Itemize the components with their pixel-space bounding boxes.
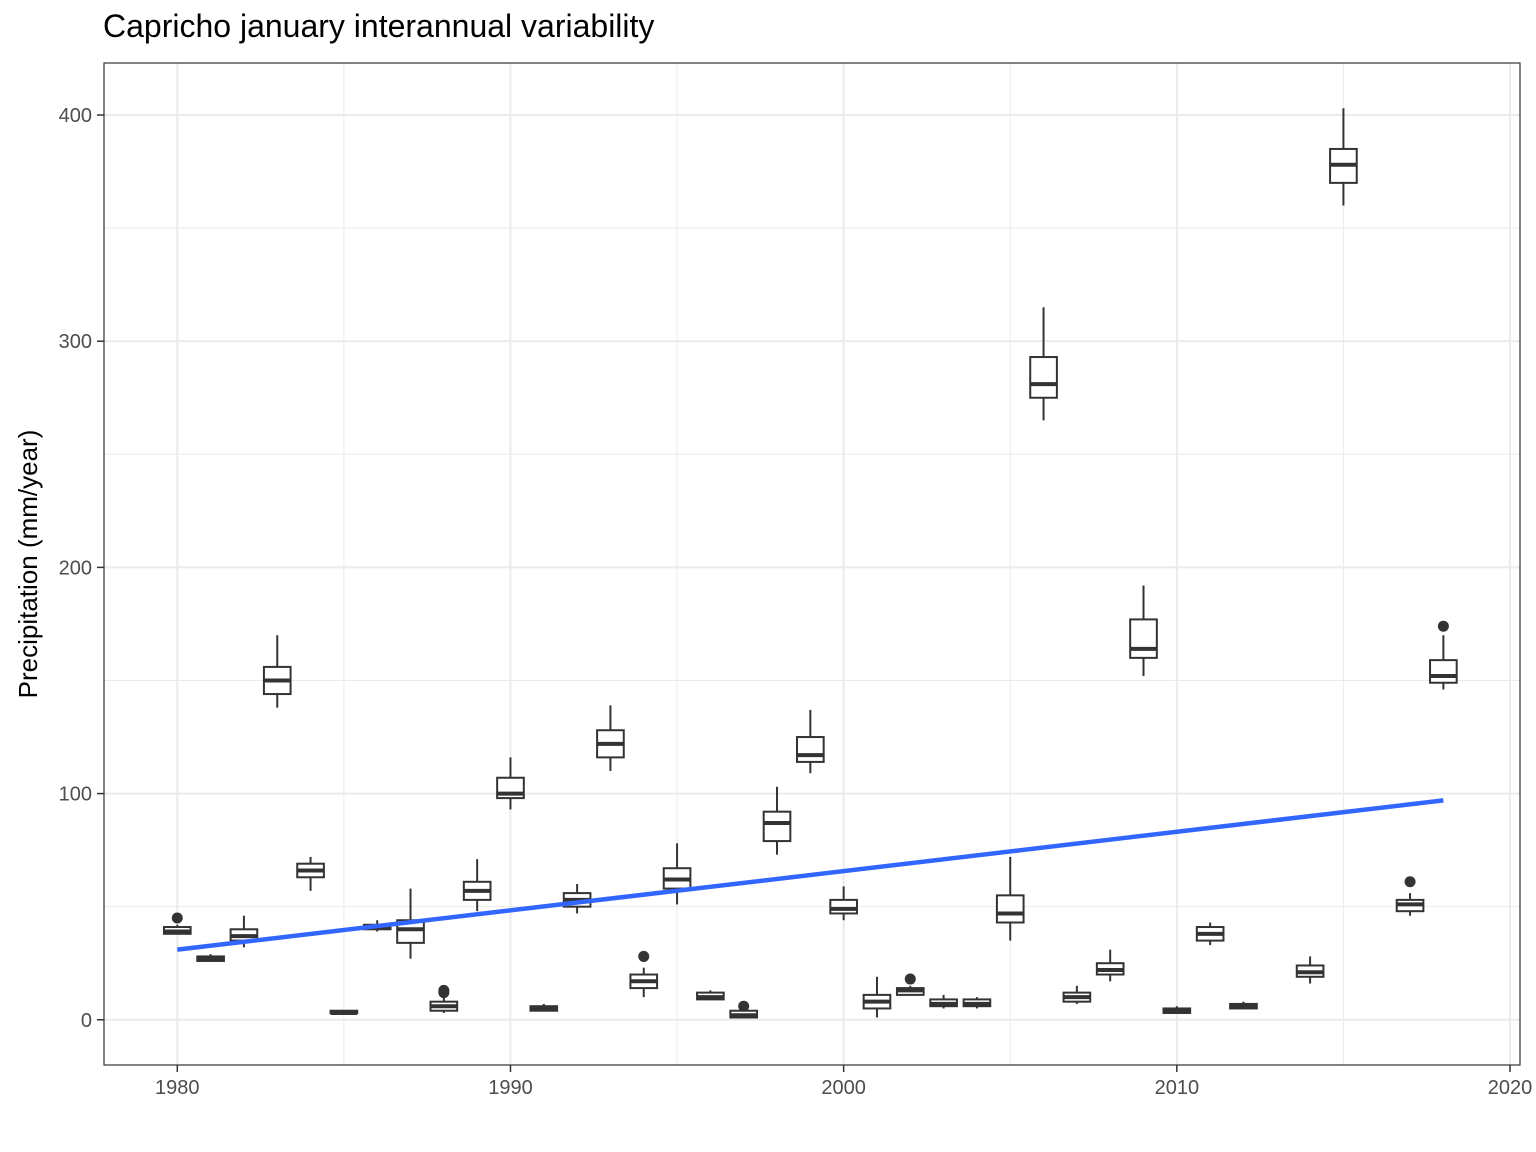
box-iqr — [1029, 356, 1058, 399]
box-2010 — [1162, 1006, 1192, 1014]
box-1993 — [596, 705, 625, 771]
chart-title: Capricho january interannual variability — [103, 8, 655, 44]
y-axis: 0 100 200 300 400 — [59, 105, 104, 1032]
grid-lines — [104, 63, 1520, 1065]
box-1990 — [496, 757, 525, 810]
x-axis: 1980 1990 2000 2010 2020 — [155, 1065, 1532, 1099]
box-2002 — [895, 973, 925, 996]
box-2012 — [1229, 1001, 1258, 1010]
outlier-point — [171, 912, 183, 924]
box-1995 — [662, 843, 692, 905]
box-2015 — [1329, 108, 1358, 206]
box-iqr — [762, 810, 792, 843]
trend-line — [177, 798, 1444, 952]
y-tick-label: 400 — [59, 105, 92, 127]
box-1998 — [762, 786, 792, 855]
x-tick-label: 2020 — [1488, 1077, 1533, 1099]
panel-border — [103, 62, 1521, 1066]
box-1996 — [696, 990, 725, 1001]
outlier-point — [738, 1000, 750, 1012]
box-iqr — [796, 736, 825, 763]
box-iqr — [995, 894, 1025, 924]
box-2017 — [1395, 876, 1425, 916]
box-1997 — [729, 1000, 759, 1019]
y-tick-label: 200 — [59, 557, 92, 579]
box-2011 — [1195, 922, 1225, 946]
box-1985 — [329, 1009, 359, 1015]
trend-layer — [177, 798, 1444, 952]
box-2004 — [962, 997, 992, 1009]
outlier-point — [1437, 620, 1449, 632]
box-1980 — [162, 912, 192, 935]
box-2009 — [1129, 585, 1158, 676]
box-2000 — [829, 886, 858, 921]
box-1988 — [429, 984, 459, 1013]
x-tick-label: 1980 — [155, 1077, 200, 1099]
box-1999 — [796, 709, 825, 774]
box-1981 — [196, 954, 225, 962]
box-1994 — [629, 950, 659, 998]
box-1983 — [262, 635, 292, 708]
y-axis-title: Precipitation (mm/year) — [13, 430, 43, 699]
box-iqr — [1429, 659, 1458, 684]
y-tick-label: 300 — [59, 331, 92, 353]
box-1991 — [529, 1003, 559, 1012]
outlier-point — [638, 950, 650, 962]
box-1992 — [562, 884, 592, 914]
box-2008 — [1095, 949, 1125, 982]
outlier-point — [904, 973, 916, 985]
boxes-layer — [162, 108, 1458, 1019]
x-tick-label: 1990 — [488, 1077, 533, 1099]
box-2003 — [929, 994, 958, 1009]
box-iqr — [1129, 618, 1158, 659]
box-2005 — [995, 856, 1025, 941]
box-2001 — [862, 976, 892, 1018]
x-tick-label: 2010 — [1155, 1077, 1200, 1099]
y-tick-label: 100 — [59, 784, 92, 806]
outlier-point — [1404, 876, 1416, 888]
box-2006 — [1029, 307, 1058, 421]
y-tick-label: 0 — [81, 1010, 92, 1032]
box-2018 — [1429, 620, 1458, 690]
box-1989 — [462, 859, 492, 912]
box-2014 — [1295, 956, 1325, 984]
box-2007 — [1062, 985, 1092, 1004]
outlier-point — [438, 984, 450, 996]
x-tick-label: 2000 — [821, 1077, 866, 1099]
box-iqr — [829, 898, 858, 915]
box-1984 — [296, 856, 325, 891]
